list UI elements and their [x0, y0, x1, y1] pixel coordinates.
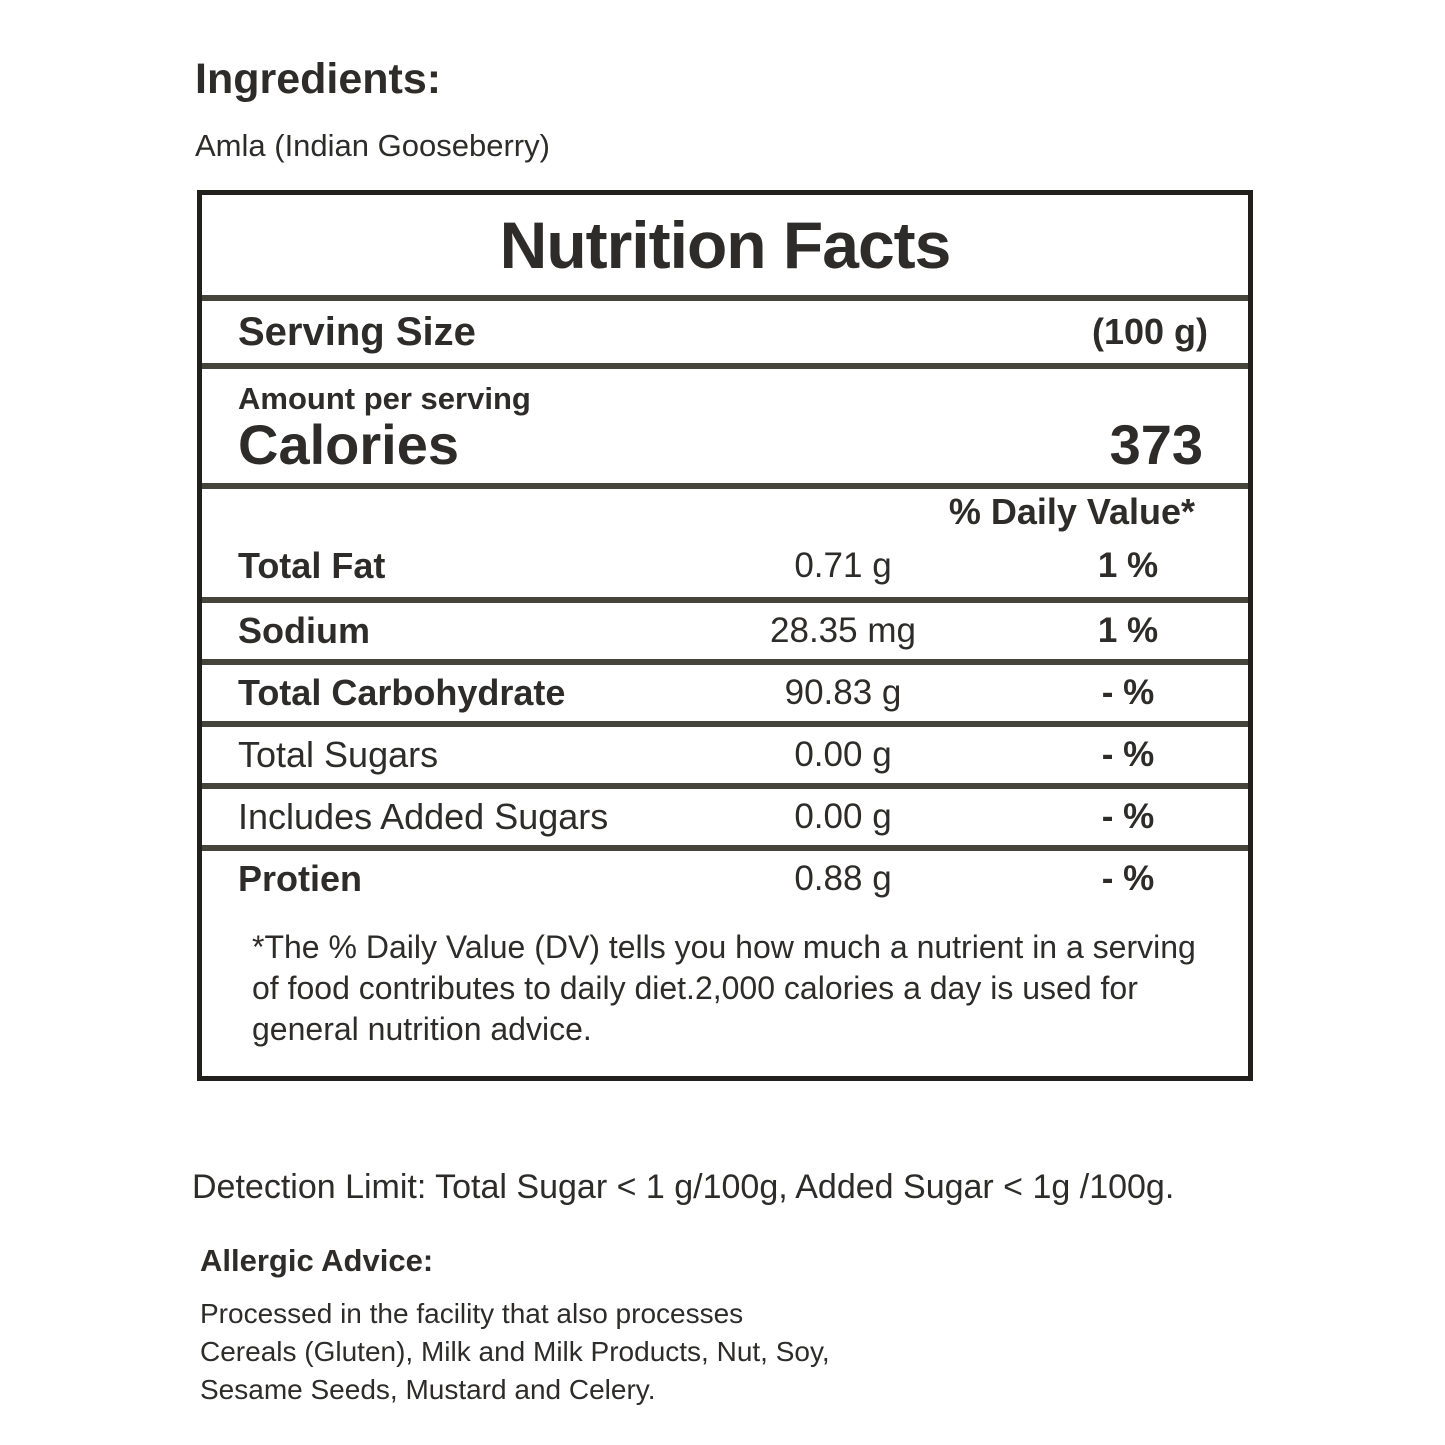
calories-row: Amount per serving Calories 373 [202, 363, 1248, 483]
ingredients-section: Ingredients: Amla (Indian Gooseberry) [195, 55, 550, 164]
allergic-advice-lines: Processed in the facility that also proc… [200, 1295, 830, 1409]
ingredients-heading: Ingredients: [195, 55, 442, 103]
nutrient-daily-value: - % [1101, 797, 1155, 836]
nutrient-daily-value: 1 % [1097, 611, 1159, 650]
nutrient-row: Protien 0.88 g - % [202, 845, 1248, 907]
serving-size-value: (100 g) [1091, 311, 1208, 352]
amount-per-serving-label: Amount per serving [238, 381, 531, 416]
daily-value-header: % Daily Value* [948, 491, 1195, 532]
allergic-advice-line: Processed in the facility that also proc… [200, 1298, 744, 1329]
allergic-advice-heading: Allergic Advice: [200, 1243, 434, 1278]
nutrient-row: Total Sugars 0.00 g - % [202, 721, 1248, 783]
allergic-advice-line: Cereals (Gluten), Milk and Milk Products… [200, 1336, 830, 1367]
nutrient-row: Total Fat 0.71 g 1 % [202, 535, 1248, 597]
daily-value-footnote: *The % Daily Value (DV) tells you how mu… [252, 929, 1196, 1047]
calories-line: Calories 373 [238, 417, 1203, 473]
nutrition-title: Nutrition Facts [499, 208, 952, 282]
ingredients-value: Amla (Indian Gooseberry) [195, 128, 550, 163]
nutrient-label: Total Carbohydrate [238, 672, 566, 713]
serving-size-row: Serving Size (100 g) [202, 295, 1248, 363]
allergic-advice-section: Allergic Advice: Processed in the facili… [200, 1243, 830, 1409]
calories-label: Calories [238, 413, 459, 476]
nutrient-label: Includes Added Sugars [238, 796, 609, 837]
nutrient-amount: 0.00 g [794, 797, 892, 836]
daily-value-header-row: % Daily Value* [202, 483, 1248, 535]
calories-value: 373 [1109, 413, 1203, 476]
detection-limit-text: Detection Limit: Total Sugar < 1 g/100g,… [192, 1168, 1175, 1206]
nutrition-facts-panel: Nutrition Facts Serving Size (100 g) Amo… [197, 190, 1253, 1081]
nutrient-amount: 0.00 g [794, 735, 892, 774]
nutrient-daily-value: - % [1101, 859, 1155, 898]
nutrient-daily-value: - % [1101, 735, 1155, 774]
allergic-advice-line: Sesame Seeds, Mustard and Celery. [200, 1374, 656, 1405]
nutrient-label: Sodium [238, 610, 370, 651]
nutrient-row: Total Carbohydrate 90.83 g - % [202, 659, 1248, 721]
nutrient-row: Sodium 28.35 mg 1 % [202, 597, 1248, 659]
nutrient-row: Includes Added Sugars 0.00 g - % [202, 783, 1248, 845]
serving-size-label: Serving Size [238, 309, 476, 354]
nutrient-amount: 0.71 g [794, 546, 892, 585]
nutrient-label: Total Fat [238, 545, 386, 586]
nutrient-amount: 0.88 g [794, 859, 892, 898]
nutrition-title-row: Nutrition Facts [202, 195, 1248, 295]
nutrient-daily-value: 1 % [1097, 546, 1159, 585]
nutrient-label: Total Sugars [238, 734, 439, 775]
footnote-row: *The % Daily Value (DV) tells you how mu… [202, 907, 1248, 1076]
nutrient-amount: 28.35 mg [770, 611, 916, 650]
nutrient-label: Protien [238, 858, 363, 899]
nutrient-daily-value: - % [1101, 673, 1155, 712]
nutrient-amount: 90.83 g [784, 673, 902, 712]
